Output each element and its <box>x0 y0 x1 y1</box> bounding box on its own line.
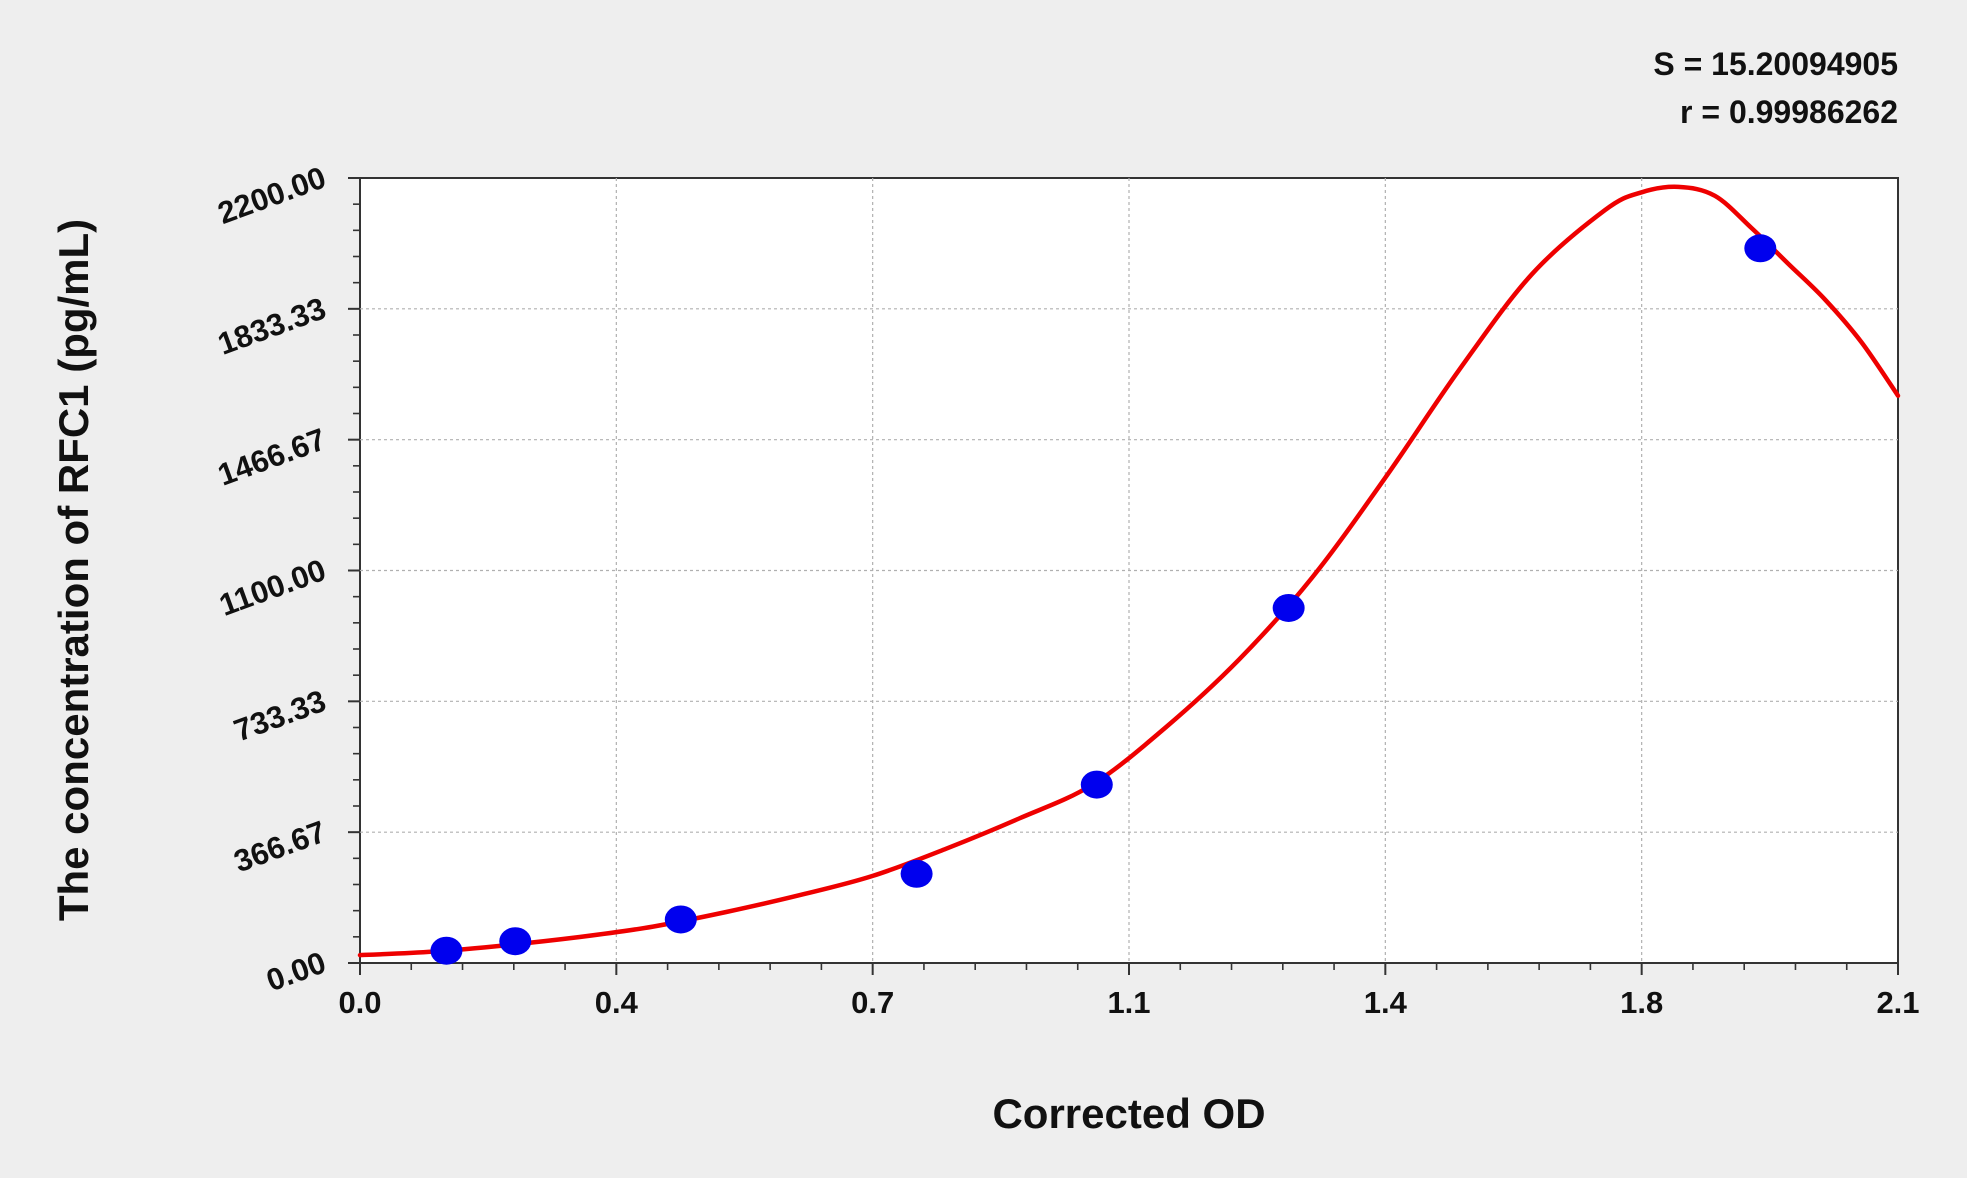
x-tick-label: 1.1 <box>1107 985 1150 1020</box>
data-point <box>664 905 697 934</box>
x-tick-label: 0.4 <box>595 985 639 1020</box>
y-tick-label: 366.67 <box>229 814 330 879</box>
x-axis-label: Corrected OD <box>992 1090 1265 1137</box>
y-tick-label: 1466.67 <box>213 421 330 492</box>
x-tick-labels: 0.0 0.4 0.7 1.1 1.4 1.8 2.1 <box>338 985 1919 1020</box>
data-points-layer <box>430 234 1777 965</box>
y-tick-label: 1100.00 <box>215 552 331 623</box>
data-point <box>499 927 532 956</box>
stat-s-value: S = 15.20094905 <box>1653 46 1898 82</box>
x-tick-label: 1.4 <box>1364 985 1408 1020</box>
y-tick-label: 2200.00 <box>213 160 330 231</box>
axis-ticks <box>348 177 1899 975</box>
y-axis-label: The concentration of RFC1 (pg/mL) <box>50 219 97 921</box>
x-tick-label: 0.0 <box>338 985 381 1020</box>
y-tick-label: 1833.33 <box>213 291 330 362</box>
data-point <box>1272 593 1305 622</box>
gridlines <box>360 178 1898 963</box>
stat-r-value: r = 0.99986262 <box>1680 94 1898 130</box>
data-point <box>430 936 463 965</box>
y-tick-label: 0.00 <box>262 945 331 999</box>
y-tick-labels: 0.00 366.67 733.33 1100.00 1466.67 1833.33 220… <box>213 160 330 999</box>
data-point <box>900 859 933 888</box>
data-point <box>1744 234 1777 263</box>
data-point <box>1080 770 1113 799</box>
x-tick-label: 2.1 <box>1876 985 1919 1020</box>
x-tick-label: 0.7 <box>851 985 894 1020</box>
x-tick-label: 1.8 <box>1620 985 1663 1020</box>
y-tick-label: 733.33 <box>229 683 330 748</box>
